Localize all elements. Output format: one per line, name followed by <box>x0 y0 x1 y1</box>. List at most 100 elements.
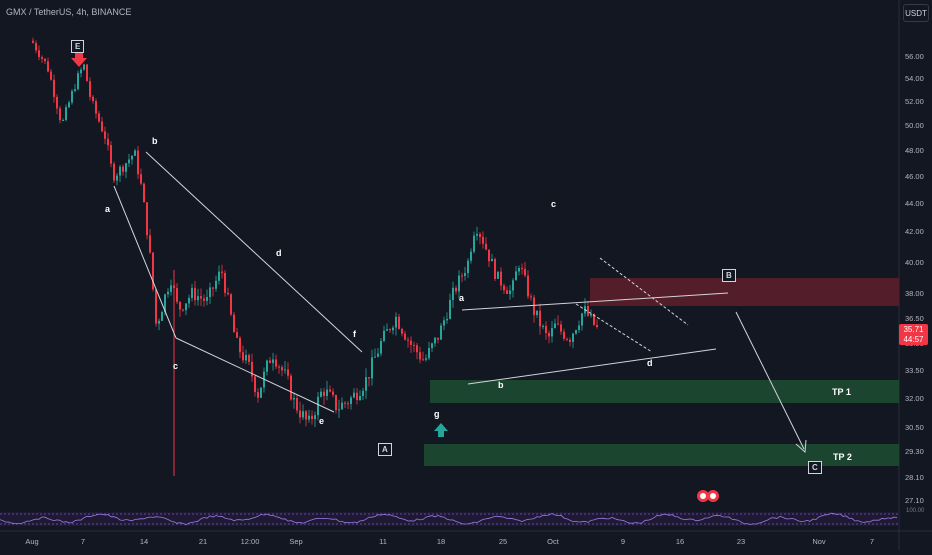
candle-body <box>122 166 124 172</box>
candle-body <box>227 292 229 295</box>
candle-body <box>251 361 253 377</box>
candle-body <box>521 267 523 269</box>
candle-body <box>290 375 292 400</box>
candle-body <box>242 352 244 361</box>
candle-body <box>68 102 70 108</box>
price-tick-label: 32.00 <box>905 394 924 403</box>
candle-body <box>299 410 301 418</box>
price-tick-label: 48.00 <box>905 146 924 155</box>
event-icons[interactable] <box>697 490 719 502</box>
price-tick-label: 29.30 <box>905 447 924 456</box>
candle-body <box>50 71 52 80</box>
time-tick-label: 12:00 <box>241 537 260 546</box>
candle-body <box>551 328 553 337</box>
candle-body <box>368 377 370 379</box>
candle-body <box>89 81 91 97</box>
wedge-lower-line-1 <box>113 185 177 339</box>
candle-body <box>332 391 334 396</box>
candle-body <box>224 272 226 293</box>
event-icon-2-core <box>710 493 716 499</box>
candle-body <box>335 395 337 411</box>
candle-body <box>131 155 133 160</box>
candle-body <box>302 411 304 418</box>
price-tick-label: 33.50 <box>905 366 924 375</box>
candle-body <box>206 297 208 301</box>
price-tick-label: 27.10 <box>905 496 924 505</box>
wave-label-c2: c <box>551 199 556 209</box>
candle-body <box>284 369 286 371</box>
wave-label-b1: b <box>152 136 158 146</box>
currency-button[interactable]: USDT <box>903 4 929 22</box>
price-tick-label: 36.50 <box>905 314 924 323</box>
oscillator-scale-label: 100.00 <box>906 508 925 514</box>
candle-body <box>329 389 331 392</box>
wave-label-c1: c <box>173 361 178 371</box>
price-axis[interactable]: 56.00 54.00 52.00 50.00 48.00 46.00 44.00 42.00… <box>905 52 924 505</box>
candle-body <box>176 288 178 302</box>
signals-layer <box>71 52 448 437</box>
candle-body <box>434 337 436 344</box>
candle-body <box>236 332 238 338</box>
wedge-lower-line-2 <box>175 337 335 413</box>
wave-label-g: g <box>434 409 440 419</box>
candle-body <box>392 327 394 331</box>
last-price-badge: 35.71 44:57 <box>899 324 928 345</box>
candle-body <box>347 403 349 405</box>
candle-body <box>134 150 136 156</box>
wave-label-d1: d <box>276 248 282 258</box>
candle-body <box>53 79 55 97</box>
candle-body <box>269 360 271 363</box>
candle-body <box>179 301 181 310</box>
time-tick-label: 7 <box>81 537 85 546</box>
candle-body <box>560 324 562 332</box>
candle-body <box>272 359 274 363</box>
candle-body <box>362 390 364 397</box>
wave-label-E-boxed: E <box>71 40 85 53</box>
candle-body <box>341 402 343 410</box>
wave-label-C-boxed: C <box>808 461 822 474</box>
oscillator-line <box>0 512 898 526</box>
time-tick-label: Sep <box>289 537 302 546</box>
candle-body <box>230 294 232 315</box>
candle-body <box>491 258 493 262</box>
candle-body <box>185 303 187 311</box>
candle-body <box>575 330 577 334</box>
candle-body <box>320 391 322 397</box>
candle-body <box>80 69 82 74</box>
candle-body <box>485 243 487 250</box>
time-tick-label: 18 <box>437 537 445 546</box>
candle-body <box>548 332 550 337</box>
candle-body <box>221 271 223 273</box>
candle-body <box>572 333 574 343</box>
candle-body <box>401 328 403 334</box>
candle-body <box>116 175 118 181</box>
sell-arrow-icon <box>71 52 87 67</box>
candle-body <box>170 285 172 292</box>
candle-body <box>65 107 67 120</box>
candle-body <box>524 268 526 276</box>
candle-body <box>467 260 469 274</box>
candle-body <box>518 267 520 272</box>
candle-body <box>476 233 478 236</box>
candle-body <box>458 275 460 292</box>
candle-body <box>419 352 421 360</box>
candle-body <box>233 314 235 333</box>
time-axis[interactable]: Aug 7 14 21 12:00 Sep 11 18 25 Oct 9 16 23 Nov 7 <box>25 537 874 546</box>
candle-body <box>266 360 268 372</box>
candle-body <box>254 376 256 393</box>
candle-body <box>212 287 214 289</box>
symbol-title[interactable]: GMX / TetherUS, 4h, BINANCE <box>6 7 132 17</box>
price-tick-label: 30.50 <box>905 423 924 432</box>
candle-body <box>530 296 532 298</box>
price-tick-label: 40.00 <box>905 258 924 267</box>
triangle-upper-dashed <box>599 257 689 326</box>
candle-body <box>95 101 97 114</box>
time-tick-label: Oct <box>547 537 560 546</box>
oscillator-pane: 100.00 <box>0 508 925 526</box>
candle-body <box>509 290 511 294</box>
resistance-zone <box>590 278 899 306</box>
candle-body <box>374 356 376 358</box>
oscillator-band <box>0 512 899 526</box>
